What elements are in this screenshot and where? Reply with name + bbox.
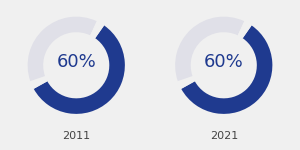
- Wedge shape: [178, 76, 195, 89]
- Text: 60%: 60%: [56, 53, 96, 71]
- Wedge shape: [90, 21, 104, 38]
- Wedge shape: [181, 26, 272, 114]
- Wedge shape: [30, 76, 47, 89]
- Text: 2021: 2021: [210, 131, 238, 141]
- Wedge shape: [175, 17, 244, 81]
- Wedge shape: [34, 26, 125, 114]
- Wedge shape: [28, 17, 97, 81]
- Wedge shape: [238, 21, 252, 38]
- Text: 60%: 60%: [204, 53, 244, 71]
- Text: 2011: 2011: [62, 131, 90, 141]
